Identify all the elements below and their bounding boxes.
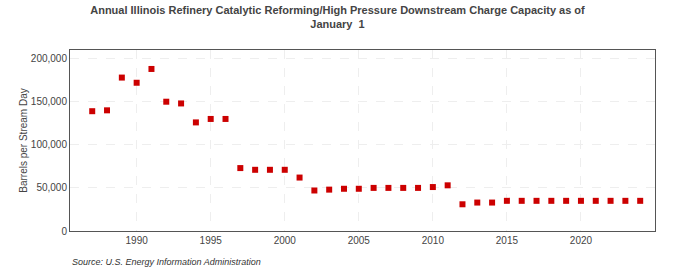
svg-text:1990: 1990 — [126, 235, 149, 246]
svg-text:1995: 1995 — [200, 235, 223, 246]
svg-text:Source: U.S. Energy Informatio: Source: U.S. Energy Information Administ… — [72, 257, 261, 267]
svg-text:0: 0 — [61, 226, 67, 237]
svg-text:2005: 2005 — [348, 235, 371, 246]
svg-text:50,000: 50,000 — [36, 182, 67, 193]
svg-text:150,000: 150,000 — [31, 96, 68, 107]
svg-text:200,000: 200,000 — [31, 53, 68, 64]
svg-text:2000: 2000 — [274, 235, 297, 246]
svg-text:2015: 2015 — [496, 235, 519, 246]
svg-text:2020: 2020 — [570, 235, 593, 246]
svg-text:Barrels per Stream Day: Barrels per Stream Day — [18, 88, 29, 192]
svg-text:100,000: 100,000 — [31, 139, 68, 150]
svg-text:Annual Illinois Refinery Catal: Annual Illinois Refinery Catalytic Refor… — [90, 4, 585, 30]
svg-text:2010: 2010 — [422, 235, 445, 246]
